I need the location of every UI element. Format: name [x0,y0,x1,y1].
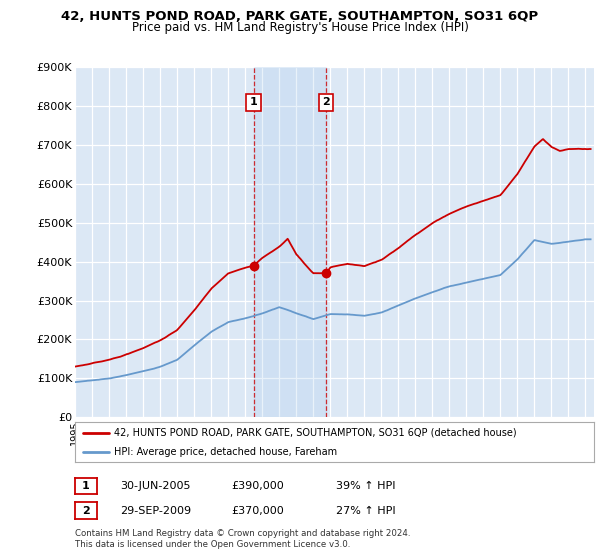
Text: 1: 1 [82,481,89,491]
Text: 29-SEP-2009: 29-SEP-2009 [120,506,191,516]
Text: Contains HM Land Registry data © Crown copyright and database right 2024.
This d: Contains HM Land Registry data © Crown c… [75,529,410,549]
Text: 2: 2 [82,506,89,516]
Bar [254,67,326,417]
Text: 1: 1 [250,97,257,107]
Text: 39% ↑ HPI: 39% ↑ HPI [336,481,395,491]
Text: HPI: Average price, detached house, Fareham: HPI: Average price, detached house, Fare… [114,447,337,457]
Text: 42, HUNTS POND ROAD, PARK GATE, SOUTHAMPTON, SO31 6QP: 42, HUNTS POND ROAD, PARK GATE, SOUTHAMP… [61,10,539,23]
Text: 27% ↑ HPI: 27% ↑ HPI [336,506,395,516]
Text: £390,000: £390,000 [231,481,284,491]
Text: 42, HUNTS POND ROAD, PARK GATE, SOUTHAMPTON, SO31 6QP (detached house): 42, HUNTS POND ROAD, PARK GATE, SOUTHAMP… [114,428,517,437]
Text: 2: 2 [322,97,330,107]
Text: Price paid vs. HM Land Registry's House Price Index (HPI): Price paid vs. HM Land Registry's House … [131,21,469,34]
Text: £370,000: £370,000 [231,506,284,516]
Text: 30-JUN-2005: 30-JUN-2005 [120,481,191,491]
